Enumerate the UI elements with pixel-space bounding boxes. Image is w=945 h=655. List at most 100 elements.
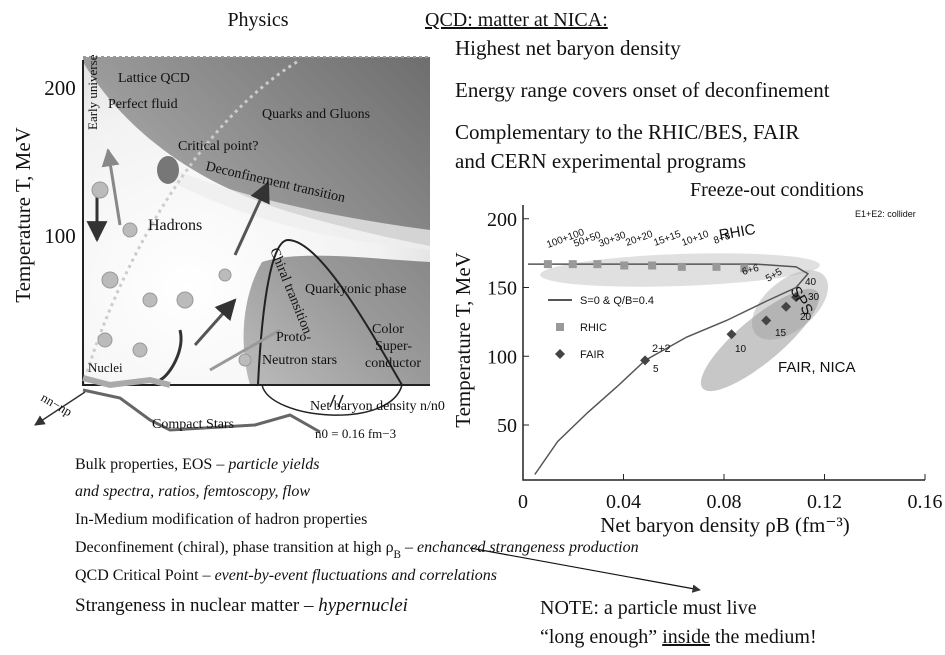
chart-annotation: 30+30 (597, 230, 628, 250)
point (677, 262, 686, 271)
x-tick-label: 0 (518, 491, 528, 513)
topics-line: In-Medium modification of hadron propert… (75, 511, 367, 528)
point (712, 262, 721, 271)
point (791, 292, 802, 303)
text-segment: QCD Critical Point – (75, 567, 215, 584)
bullet: Complementary to the RHIC/BES, FAIR (455, 120, 799, 144)
chart-annotation: 2+2 (652, 343, 671, 355)
compact-stars-path (82, 388, 321, 434)
y-tick-label: 200 (487, 209, 517, 231)
topics-line: QCD Critical Point – event-by-event fluc… (75, 567, 497, 584)
diagram-label: n0 = 0.16 fm−3 (315, 426, 396, 441)
text-segment: hypernuclei (318, 595, 408, 616)
chart-annotation: 6+6 (741, 263, 761, 278)
diagram-label: conductor (365, 356, 421, 371)
phase-diagram (34, 56, 430, 434)
chart-annotation: RHIC (718, 221, 757, 244)
left-title: Physics (227, 9, 288, 31)
note-arrow (469, 547, 701, 593)
point (781, 301, 792, 312)
text-segment: – (401, 539, 417, 556)
text-segment: particle yields (227, 456, 319, 473)
diagram-label: Color (372, 322, 404, 337)
chart-annotation: 10 (735, 344, 747, 355)
x-tick-label: 0.16 (908, 491, 943, 513)
topics-line: Deconfinement (chiral), phase transition… (75, 539, 639, 561)
text-segment: Bulk properties, EOS – (75, 456, 228, 473)
text-segment: enchanced strangeness production (417, 539, 639, 556)
bullet: Highest net baryon density (455, 36, 681, 60)
diagram-label: Neutron stars (262, 353, 337, 368)
point (648, 261, 657, 270)
chiral-boundary (257, 238, 403, 386)
legend-swatch (556, 323, 564, 331)
diagram-label: Quarks and Gluons (262, 107, 370, 122)
text-segment: “long enough” (540, 626, 662, 648)
point (726, 329, 737, 340)
y-tick-label: 200 (44, 76, 76, 100)
text-segment: Strangeness in nuclear matter – (75, 595, 318, 616)
text-segment: the medium! (710, 626, 817, 648)
point (543, 260, 552, 269)
chart-annotation: 5 (653, 364, 659, 375)
y-axis-label: Temperature T, MeV (11, 127, 35, 303)
diagram-label: Compact Stars (152, 417, 234, 432)
text-segment: event-by-event fluctuations and correlat… (215, 567, 497, 584)
deconfinement-band (172, 170, 430, 250)
point (620, 261, 629, 270)
diagram-label: Quarkyonic phase (305, 282, 406, 297)
bullet: Energy range covers onset of deconfineme… (455, 78, 830, 102)
chart-annotation: 20+20 (624, 229, 655, 249)
diagram-axes (82, 60, 430, 386)
diagram-label: Lattice QCD (118, 71, 190, 86)
text-segment: NOTE: a particle must live (540, 597, 757, 619)
x-axis-label: Net baryon density ρB (fm⁻³) (600, 513, 849, 537)
y-tick-label: 150 (487, 278, 517, 300)
point (593, 260, 602, 269)
topics-line: Bulk properties, EOS – particle yields (75, 456, 319, 473)
point (640, 355, 651, 366)
chart-annotation: E1+E2: collider (855, 209, 916, 219)
legend-label: FAIR (580, 349, 605, 361)
universe-path (81, 58, 301, 386)
bullet: and CERN experimental programs (455, 149, 746, 173)
point (740, 264, 749, 273)
legend-label: S=0 & Q/B=0.4 (580, 295, 654, 307)
y-tick-label: 100 (487, 346, 517, 368)
text-segment: and spectra, ratios, femtoscopy, flow (75, 483, 310, 500)
chart-annotation: 10+10 (680, 229, 711, 249)
legend-label: RHIC (580, 322, 607, 334)
x-tick-label: 0.04 (606, 491, 641, 513)
chart-annotation: 20 (800, 312, 812, 323)
chart-annotation: 15 (775, 328, 787, 339)
diagram-label: Net baryon density n/n0 (310, 399, 445, 414)
chart-title: Freeze-out conditions (690, 179, 864, 201)
text-segment: In-Medium modification of hadron propert… (75, 511, 367, 528)
point (568, 260, 577, 269)
topics-line: Strangeness in nuclear matter – hypernuc… (75, 595, 408, 616)
text-segment: inside (662, 626, 710, 648)
diagram-label: Super- (375, 339, 412, 354)
x-tick-label: 0.08 (707, 491, 742, 513)
chart-annotation: FAIR, NICA (778, 359, 856, 376)
chart-annotation: 40 (805, 277, 817, 288)
x-tick-label: 0.12 (807, 491, 842, 513)
chart-annotation: 30 (808, 292, 820, 303)
diagram-label: Nuclei (88, 360, 123, 375)
legend-swatch (555, 349, 565, 359)
text-segment: Deconfinement (chiral), phase transition… (75, 539, 394, 556)
note-line: “long enough” inside the medium! (540, 626, 817, 648)
text-segment: B (394, 549, 401, 561)
diagram-label: Critical point? (178, 139, 258, 154)
diagram-label: nn−np (39, 390, 75, 420)
y-axis-label: Temperature T, MeV (451, 252, 475, 428)
diagram-label: Early universe (85, 54, 100, 130)
critical-point (157, 156, 179, 184)
right-title: QCD: matter at NICA: (425, 9, 608, 31)
diagram-label: Hadrons (148, 217, 202, 234)
hadron-region (83, 62, 430, 385)
diagram-label: Proto- (276, 330, 311, 345)
point (761, 315, 772, 326)
note-line: NOTE: a particle must live (540, 597, 757, 619)
